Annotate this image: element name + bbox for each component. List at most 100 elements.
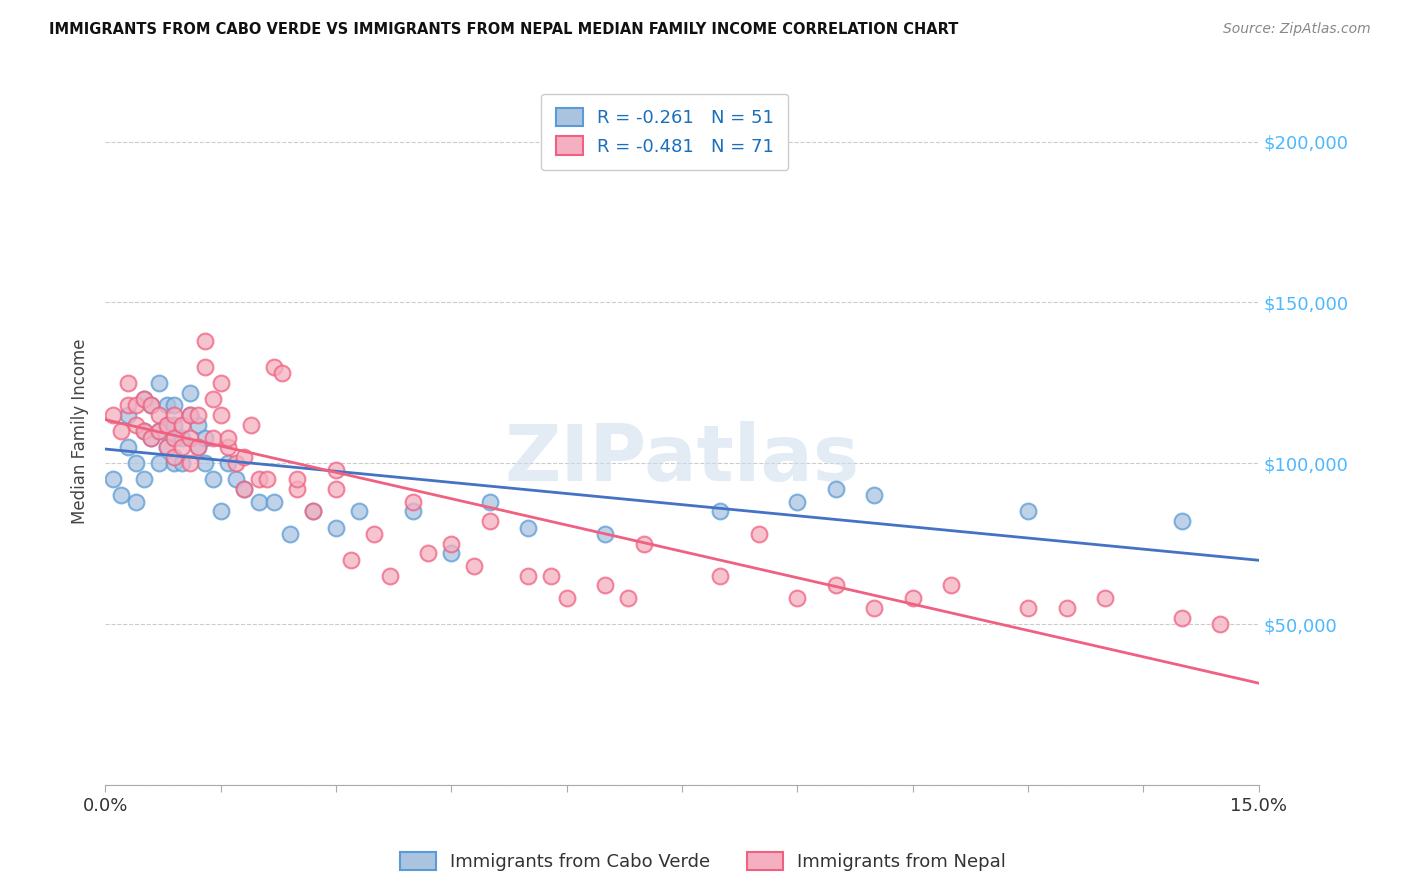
Point (478, 514, 501, 528)
Point (593, 527, 616, 541)
Point (540, 568, 562, 582)
Point (125, 456, 148, 470)
Legend: R = -0.261   N = 51, R = -0.481   N = 71: R = -0.261 N = 51, R = -0.481 N = 71 (541, 94, 789, 170)
Point (287, 472, 309, 486)
Point (824, 482, 846, 496)
Point (156, 417, 179, 432)
Point (186, 440, 208, 454)
Point (201, 431, 224, 445)
Point (340, 552, 363, 566)
Point (1017, 601, 1039, 615)
Point (186, 440, 208, 454)
Y-axis label: Median Family Income: Median Family Income (72, 338, 89, 524)
Point (156, 440, 179, 454)
Point (287, 482, 309, 496)
Point (172, 440, 194, 454)
Point (141, 431, 163, 445)
Point (186, 408, 208, 422)
Point (517, 568, 540, 582)
Point (901, 591, 924, 606)
Point (555, 591, 578, 606)
Point (440, 546, 463, 560)
Point (201, 472, 224, 486)
Point (148, 376, 170, 390)
Point (110, 424, 132, 438)
Point (278, 527, 301, 541)
Point (117, 408, 139, 422)
Point (247, 495, 270, 509)
Point (263, 495, 285, 509)
Text: ZIPatlas: ZIPatlas (505, 421, 859, 498)
Point (110, 488, 132, 502)
Point (194, 359, 217, 374)
Point (247, 472, 270, 486)
Point (125, 495, 148, 509)
Point (463, 559, 485, 574)
Point (1171, 610, 1194, 624)
Point (125, 417, 148, 432)
Point (209, 504, 232, 518)
Point (593, 578, 616, 592)
Point (172, 431, 194, 445)
Point (132, 392, 155, 406)
Point (132, 472, 155, 486)
Point (172, 417, 194, 432)
Point (517, 520, 540, 534)
Point (1017, 504, 1039, 518)
Point (132, 424, 155, 438)
Point (748, 527, 770, 541)
Point (117, 440, 139, 454)
Point (325, 463, 347, 477)
Point (1171, 514, 1194, 528)
Point (148, 456, 170, 470)
Point (402, 504, 425, 518)
Point (225, 472, 247, 486)
Point (163, 456, 186, 470)
Point (232, 482, 254, 496)
Point (101, 472, 124, 486)
Point (709, 504, 731, 518)
Point (179, 385, 201, 400)
Point (263, 359, 285, 374)
Point (225, 456, 247, 470)
Point (156, 440, 179, 454)
Point (179, 408, 201, 422)
Point (217, 440, 239, 454)
Point (148, 424, 170, 438)
Point (863, 488, 886, 502)
Point (217, 456, 239, 470)
Point (240, 417, 263, 432)
Point (302, 504, 325, 518)
Point (325, 520, 347, 534)
Point (163, 398, 186, 412)
Point (172, 456, 194, 470)
Point (117, 376, 139, 390)
Point (186, 417, 208, 432)
Point (194, 334, 217, 348)
Point (117, 398, 139, 412)
Point (824, 578, 846, 592)
Point (232, 450, 254, 464)
Point (132, 424, 155, 438)
Point (1094, 591, 1116, 606)
Point (347, 504, 370, 518)
Point (125, 398, 148, 412)
Point (1209, 617, 1232, 632)
Point (148, 408, 170, 422)
Point (141, 398, 163, 412)
Point (201, 392, 224, 406)
Text: Source: ZipAtlas.com: Source: ZipAtlas.com (1223, 22, 1371, 37)
Point (209, 376, 232, 390)
Point (141, 398, 163, 412)
Point (271, 366, 294, 380)
Point (163, 431, 186, 445)
Point (132, 392, 155, 406)
Point (863, 601, 886, 615)
Point (709, 568, 731, 582)
Point (156, 417, 179, 432)
Point (156, 398, 179, 412)
Point (378, 568, 401, 582)
Point (209, 408, 232, 422)
Point (256, 472, 278, 486)
Point (232, 482, 254, 496)
